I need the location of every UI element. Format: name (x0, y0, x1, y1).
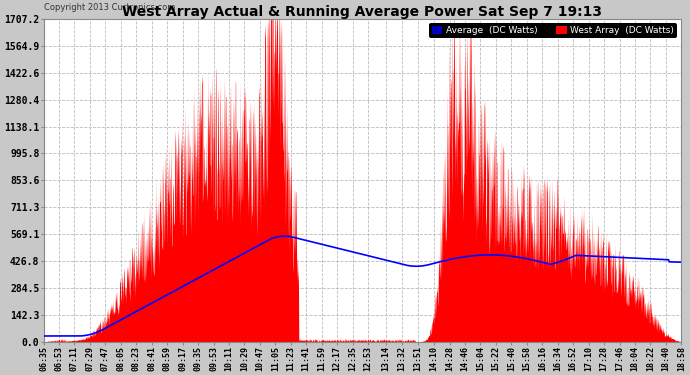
Legend: Average  (DC Watts), West Array  (DC Watts): Average (DC Watts), West Array (DC Watts… (429, 24, 677, 38)
Title: West Array Actual & Running Average Power Sat Sep 7 19:13: West Array Actual & Running Average Powe… (122, 5, 602, 19)
Text: Copyright 2013 Curtronics.com: Copyright 2013 Curtronics.com (43, 3, 175, 12)
